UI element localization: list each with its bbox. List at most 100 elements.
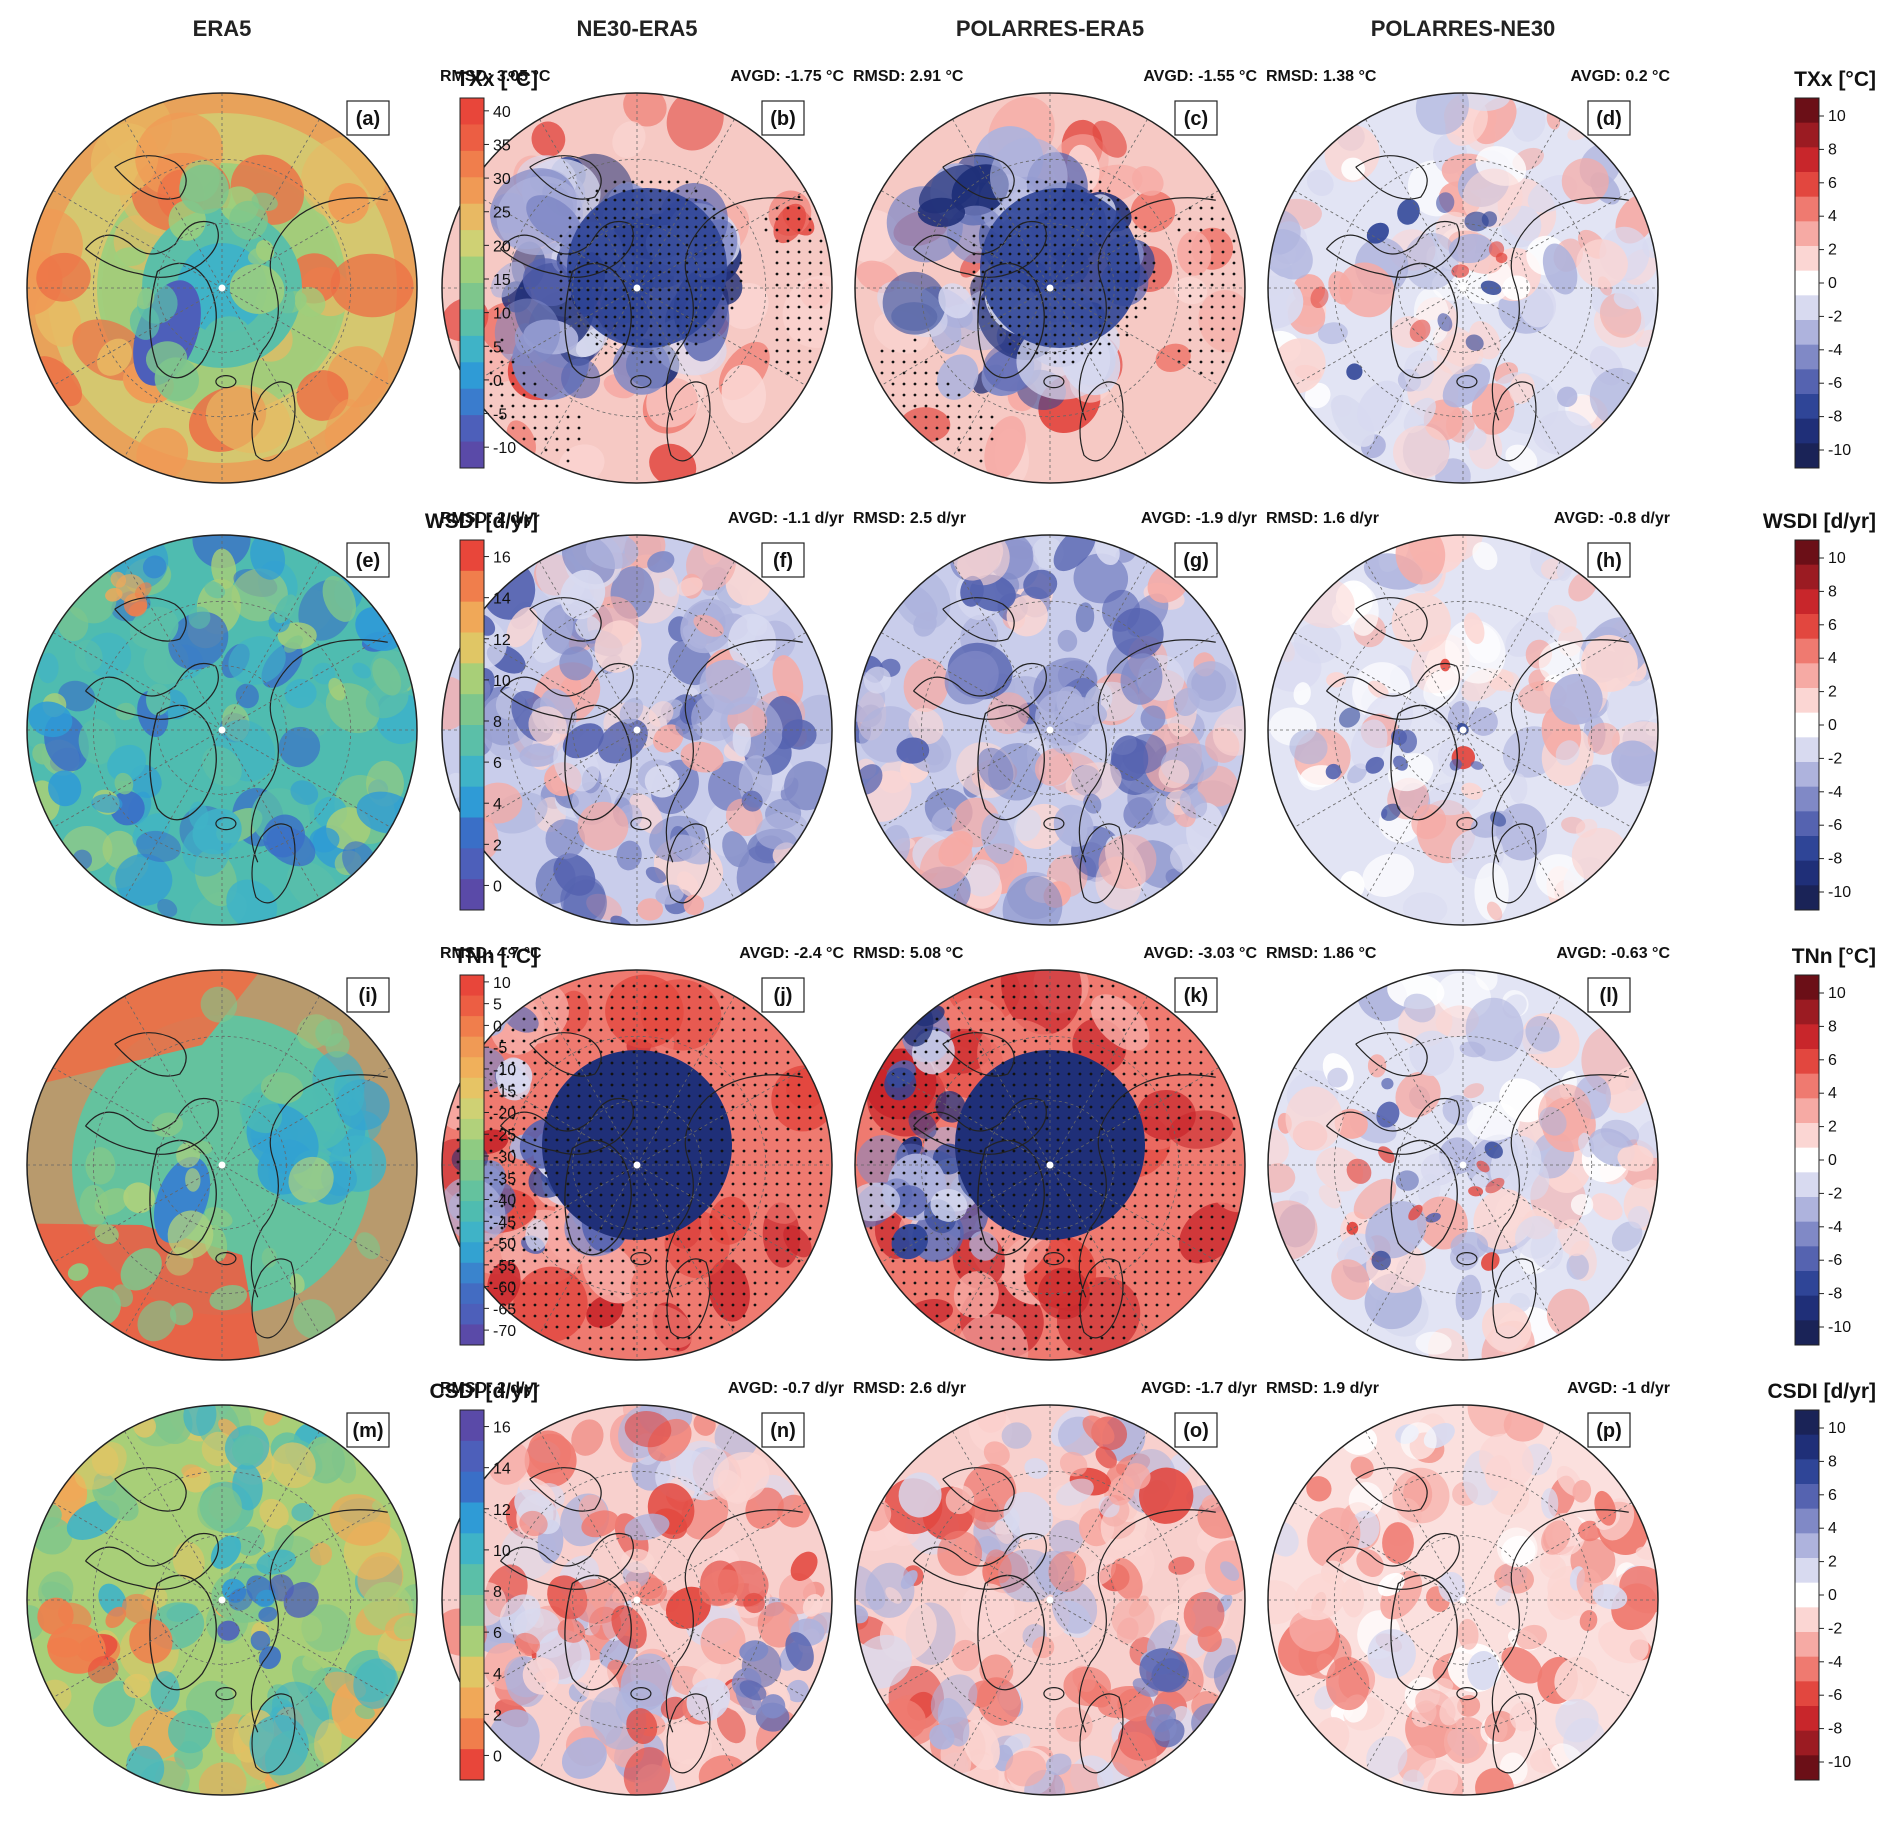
svg-text:(e): (e) bbox=[356, 550, 380, 572]
svg-text:(n): (n) bbox=[770, 1420, 796, 1442]
rmsd-label: RMSD: 5.08 °C bbox=[853, 945, 964, 962]
map-panels: (a) (b) RMSD: 3.05 °C AVGD: -1.75 °C (c) RMSD… bbox=[26, 68, 1671, 1796]
map-panel-n: (n) RMSD: 2 d/yr AVGD: -0.7 d/yr bbox=[440, 1380, 844, 1796]
avgd-label: AVGD: 0.2 °C bbox=[1571, 68, 1671, 85]
colorbar-title: TXx [°C] bbox=[1794, 68, 1876, 91]
colorbar-title: CSDI [d/yr] bbox=[1767, 1380, 1876, 1403]
map-panel-g: (g) RMSD: 2.5 d/yr AVGD: -1.9 d/yr bbox=[853, 510, 1257, 926]
svg-text:(g): (g) bbox=[1183, 550, 1209, 572]
svg-text:10: 10 bbox=[493, 306, 511, 323]
avgd-label: AVGD: -0.63 °C bbox=[1556, 945, 1670, 962]
rmsd-label: RMSD: 1.6 d/yr bbox=[1266, 510, 1379, 527]
column-header-1: NE30-ERA5 bbox=[576, 16, 697, 41]
colorbar-tnn-era5: 1050-5-10-15-20-25-30-35-40-45-50-55-60-… bbox=[454, 945, 538, 1346]
panel-label: (j) bbox=[761, 977, 805, 1013]
map-panel-h: (h) RMSD: 1.6 d/yr AVGD: -0.8 d/yr bbox=[1266, 510, 1670, 926]
svg-text:5: 5 bbox=[493, 339, 502, 356]
svg-text:(m): (m) bbox=[352, 1420, 383, 1442]
svg-text:40: 40 bbox=[493, 104, 511, 121]
panel-label: (d) bbox=[1587, 100, 1631, 136]
colorbar-title: CSDI [d/yr] bbox=[429, 1380, 538, 1403]
map-panel-o: (o) RMSD: 2.6 d/yr AVGD: -1.7 d/yr bbox=[853, 1380, 1257, 1796]
rmsd-label: RMSD: 2.5 d/yr bbox=[853, 510, 966, 527]
map-panel-e: (e) bbox=[26, 534, 418, 926]
panel-label: (f) bbox=[761, 542, 805, 578]
column-header-2: POLARRES-ERA5 bbox=[956, 16, 1144, 41]
column-headers: ERA5 NE30-ERA5 POLARRES-ERA5 POLARRES-NE30 bbox=[193, 16, 1556, 41]
svg-text:(a): (a) bbox=[356, 108, 380, 130]
svg-text:(k): (k) bbox=[1184, 985, 1208, 1007]
avgd-label: AVGD: -1.7 d/yr bbox=[1141, 1380, 1257, 1397]
rmsd-label: RMSD: 1.9 d/yr bbox=[1266, 1380, 1379, 1397]
rmsd-label: RMSD: 1.86 °C bbox=[1266, 945, 1377, 962]
colorbar-title: WSDI [d/yr] bbox=[1763, 510, 1876, 533]
avgd-label: AVGD: -1.75 °C bbox=[730, 68, 844, 85]
svg-text:0: 0 bbox=[493, 373, 502, 390]
rmsd-label: RMSD: 2 d/yr bbox=[440, 1380, 540, 1397]
panel-label: (m) bbox=[346, 1412, 390, 1448]
svg-text:(p): (p) bbox=[1596, 1420, 1622, 1442]
panel-label: (c) bbox=[1174, 100, 1218, 136]
rmsd-label: RMSD: 1.38 °C bbox=[1266, 68, 1377, 85]
avgd-label: AVGD: -1.1 d/yr bbox=[728, 510, 844, 527]
map-panel-p: (p) RMSD: 1.9 d/yr AVGD: -1 d/yr bbox=[1266, 1380, 1670, 1796]
svg-text:30: 30 bbox=[493, 171, 511, 188]
avgd-label: AVGD: -3.03 °C bbox=[1143, 945, 1257, 962]
rmsd-label: RMSD: 4.7 °C bbox=[440, 945, 542, 962]
map-panel-i: (i) bbox=[26, 969, 418, 1361]
panel-label: (i) bbox=[346, 977, 390, 1013]
map-panel-m: (m) bbox=[26, 1404, 418, 1796]
panel-label: (n) bbox=[761, 1412, 805, 1448]
panel-label: (o) bbox=[1174, 1412, 1218, 1448]
avgd-label: AVGD: -1.9 d/yr bbox=[1141, 510, 1257, 527]
avgd-label: AVGD: -0.8 d/yr bbox=[1554, 510, 1670, 527]
panel-label: (l) bbox=[1587, 977, 1631, 1013]
avgd-label: AVGD: -0.7 d/yr bbox=[728, 1380, 844, 1397]
svg-text:20: 20 bbox=[493, 238, 511, 255]
svg-text:(b): (b) bbox=[770, 108, 796, 130]
svg-text:(c): (c) bbox=[1184, 108, 1208, 130]
panel-label: (a) bbox=[346, 100, 390, 136]
rmsd-label: RMSD: 3.05 °C bbox=[440, 68, 551, 85]
panel-label: (k) bbox=[1174, 977, 1218, 1013]
map-panel-b: (b) RMSD: 3.05 °C AVGD: -1.75 °C bbox=[440, 68, 844, 484]
colorbar-title: WSDI [d/yr] bbox=[425, 510, 538, 533]
svg-text:(f): (f) bbox=[773, 550, 793, 572]
colorbar-txx-era5: 40 35 30 25 20 15 10 5 0 -5 -10 TXx [°C] bbox=[456, 68, 538, 469]
map-panel-f: (f) RMSD: 2 d/yr AVGD: -1.1 d/yr bbox=[440, 510, 844, 926]
map-panel-d: (d) RMSD: 1.38 °C AVGD: 0.2 °C bbox=[1266, 68, 1671, 484]
map-panel-l: (l) RMSD: 1.86 °C AVGD: -0.63 °C bbox=[1266, 945, 1670, 1361]
svg-text:(i): (i) bbox=[359, 985, 378, 1007]
svg-text:-10: -10 bbox=[493, 440, 516, 457]
panel-label: (b) bbox=[761, 100, 805, 136]
svg-text:25: 25 bbox=[493, 205, 511, 222]
column-header-0: ERA5 bbox=[193, 16, 252, 41]
rmsd-label: RMSD: 2.91 °C bbox=[853, 68, 964, 85]
map-panel-c: (c) RMSD: 2.91 °C AVGD: -1.55 °C bbox=[853, 68, 1257, 484]
svg-text:(j): (j) bbox=[774, 985, 793, 1007]
map-panel-j: (j) RMSD: 4.7 °C AVGD: -2.4 °C bbox=[440, 945, 844, 1361]
map-panel-k: (k) RMSD: 5.08 °C AVGD: -3.03 °C bbox=[853, 945, 1257, 1361]
colorbar-title: TXx [°C] bbox=[456, 68, 538, 91]
colorbar-title: TNn [°C] bbox=[1792, 945, 1876, 968]
avgd-label: AVGD: -2.4 °C bbox=[739, 945, 844, 962]
svg-text:(h): (h) bbox=[1596, 550, 1622, 572]
rmsd-label: RMSD: 2.6 d/yr bbox=[853, 1380, 966, 1397]
rmsd-label: RMSD: 2 d/yr bbox=[440, 510, 540, 527]
map-panel-a: (a) bbox=[26, 92, 418, 484]
svg-text:35: 35 bbox=[493, 137, 511, 154]
panel-label: (p) bbox=[1587, 1412, 1631, 1448]
avgd-label: AVGD: -1.55 °C bbox=[1143, 68, 1257, 85]
svg-text:(l): (l) bbox=[1600, 985, 1619, 1007]
svg-text:(d): (d) bbox=[1596, 108, 1622, 130]
colorbar-title: TNn [°C] bbox=[454, 945, 538, 968]
column-header-3: POLARRES-NE30 bbox=[1371, 16, 1556, 41]
svg-text:15: 15 bbox=[493, 272, 511, 289]
